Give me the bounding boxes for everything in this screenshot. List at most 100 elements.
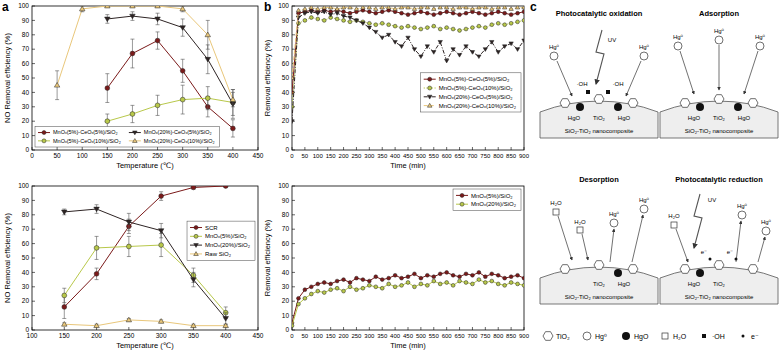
y-tick bbox=[32, 49, 35, 50]
y-tick-label: 40 bbox=[22, 269, 30, 276]
x-tick bbox=[511, 327, 512, 330]
data-point bbox=[180, 26, 186, 31]
data-point bbox=[361, 278, 365, 282]
tio2-particle bbox=[714, 261, 724, 270]
data-point bbox=[322, 291, 326, 295]
data-point bbox=[380, 6, 384, 9]
x-tick-label: 350 bbox=[377, 153, 388, 159]
data-point bbox=[155, 103, 160, 108]
legend-marker bbox=[194, 244, 199, 248]
y-axis-label: Removal efficiency (%) bbox=[263, 219, 272, 296]
legend-label: MnOₓ(5%)/SiO₂ bbox=[205, 233, 247, 239]
data-point bbox=[458, 29, 462, 33]
species-label: HgO bbox=[618, 115, 631, 121]
data-point bbox=[296, 8, 300, 12]
plot-area bbox=[54, 6, 235, 137]
data-point bbox=[380, 21, 384, 25]
data-point bbox=[54, 82, 60, 87]
hg0-atom bbox=[674, 42, 682, 50]
electron bbox=[735, 258, 738, 261]
data-point bbox=[458, 279, 462, 283]
error-bar bbox=[156, 13, 160, 25]
data-point bbox=[425, 26, 429, 30]
series-line bbox=[64, 320, 225, 326]
data-point bbox=[158, 229, 164, 234]
x-tick bbox=[258, 327, 259, 330]
data-point bbox=[303, 288, 307, 292]
species-label: HgO bbox=[688, 281, 701, 287]
data-point bbox=[490, 272, 494, 276]
data-point bbox=[94, 207, 100, 212]
error-bar bbox=[231, 92, 235, 106]
error-bar bbox=[127, 236, 131, 256]
error-bar bbox=[206, 87, 210, 110]
series bbox=[292, 8, 524, 94]
data-point bbox=[223, 317, 229, 322]
data-point bbox=[419, 282, 423, 286]
data-point bbox=[458, 275, 462, 279]
x-tick bbox=[395, 147, 396, 150]
x-tick bbox=[408, 327, 409, 330]
data-point bbox=[354, 7, 358, 11]
x-tick bbox=[472, 147, 473, 150]
x-tick bbox=[304, 327, 305, 330]
series-line bbox=[107, 41, 233, 129]
plot-area bbox=[292, 271, 524, 328]
y-tick bbox=[292, 330, 295, 331]
x-tick bbox=[57, 147, 58, 150]
data-point bbox=[516, 273, 520, 277]
data-point bbox=[477, 6, 481, 9]
data-point bbox=[386, 6, 390, 9]
legend-label: MnOₓ(5%)-CeOₓ(10%)/SiO₂ bbox=[53, 138, 121, 144]
y-tick-label: 100 bbox=[18, 182, 29, 189]
x-tick-label: 750 bbox=[480, 333, 491, 339]
data-point bbox=[303, 7, 307, 11]
nanocomposite-surface bbox=[660, 101, 778, 138]
error-bar bbox=[156, 32, 160, 49]
data-point bbox=[413, 11, 417, 15]
data-point bbox=[393, 24, 397, 28]
x-tick bbox=[369, 147, 370, 150]
panel-label: b bbox=[264, 0, 271, 14]
data-point bbox=[62, 321, 68, 326]
data-point bbox=[191, 323, 197, 328]
x-axis-label: Time (min) bbox=[390, 161, 426, 170]
x-tick bbox=[32, 327, 33, 330]
x-tick bbox=[382, 327, 383, 330]
data-point bbox=[230, 97, 236, 102]
figure: abc0501001502002503003504004500102030405… bbox=[0, 0, 781, 357]
arrow bbox=[582, 234, 588, 260]
data-point bbox=[393, 285, 397, 289]
data-point bbox=[105, 86, 110, 91]
y-tick bbox=[32, 330, 35, 331]
series-line bbox=[57, 6, 233, 100]
data-point bbox=[387, 282, 391, 286]
y-tick-label: 90 bbox=[22, 197, 30, 204]
y-tick-label: 0 bbox=[25, 326, 29, 333]
y-tick-label: 20 bbox=[282, 117, 290, 124]
legend-label: ·OH bbox=[712, 333, 725, 340]
y-tick-label: 20 bbox=[22, 117, 30, 124]
legend-label: MnOₓ(20%)/SiO₂ bbox=[471, 201, 517, 207]
x-tick bbox=[433, 327, 434, 330]
data-point bbox=[374, 275, 378, 279]
legend-label: MnOₓ(20%)-CeOₓ(10%)/SiO₂ bbox=[439, 103, 517, 109]
y-tick bbox=[292, 243, 295, 244]
data-point bbox=[483, 13, 487, 17]
hg0-atom bbox=[550, 52, 558, 60]
data-point bbox=[412, 7, 416, 11]
x-tick bbox=[485, 147, 486, 150]
data-point bbox=[503, 283, 507, 287]
species-label: H₂O bbox=[550, 200, 562, 206]
x-tick bbox=[317, 147, 318, 150]
nanocomposite-surface bbox=[540, 101, 658, 138]
species-label: HgO bbox=[618, 281, 631, 287]
data-point bbox=[432, 275, 436, 279]
chart: 1001502002503003504004500102030405060708… bbox=[3, 182, 264, 350]
x-tick-label: 250 bbox=[351, 153, 362, 159]
data-point bbox=[303, 296, 307, 300]
species-label: UV bbox=[708, 197, 716, 203]
x-tick bbox=[182, 147, 183, 150]
data-point bbox=[400, 283, 404, 287]
error-bar bbox=[156, 95, 160, 115]
